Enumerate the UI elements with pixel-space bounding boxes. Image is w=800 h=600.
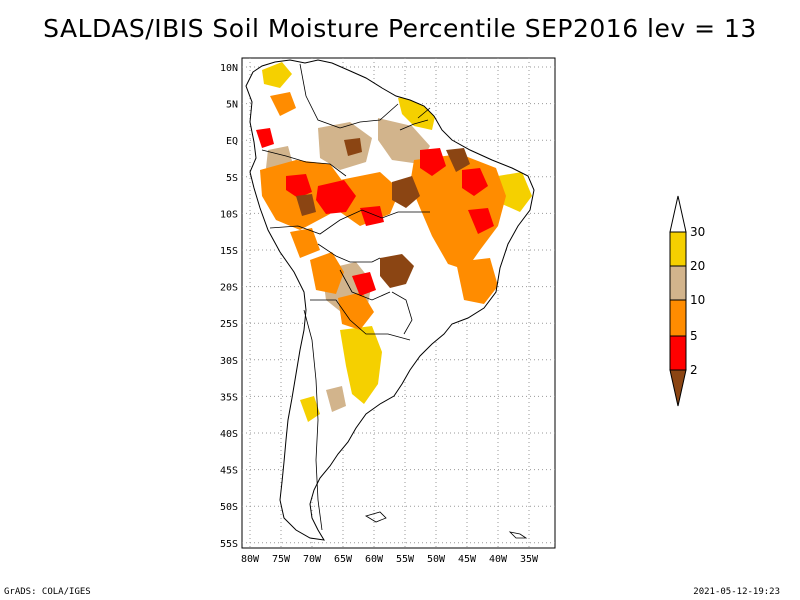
map-title: SALDAS/IBIS Soil Moisture Percentile SEP… <box>43 14 757 43</box>
legend-swatch-above-30 <box>669 195 687 233</box>
lat-tick-label: 5S <box>226 173 238 184</box>
legend-swatch-2-5 <box>669 335 687 371</box>
legend-swatch-10-20 <box>669 265 687 301</box>
legend-colorbar: 30 20 10 5 2 <box>669 195 705 407</box>
falkland-islands <box>365 511 387 523</box>
legend-label: 5 <box>690 329 698 343</box>
lon-tick-label: 50W <box>427 554 446 565</box>
lat-tick-label: 25S <box>220 319 238 330</box>
lat-tick-label: 10N <box>220 63 238 74</box>
lat-tick-label: 10S <box>220 209 238 220</box>
footer-timestamp: 2021-05-12-19:23 <box>693 587 780 597</box>
legend-labels: 30 20 10 5 2 <box>690 225 705 377</box>
legend-label: 10 <box>690 293 705 307</box>
legend-label: 30 <box>690 225 705 239</box>
lat-tick-label: EQ <box>226 136 238 147</box>
lat-tick-label: 35S <box>220 392 238 403</box>
country-borders <box>261 63 431 531</box>
latitude-labels: 10N 5N EQ 5S 10S 15S 20S 25S 30S 35S 40S 45S 50S 55S <box>220 63 238 550</box>
legend-swatch-5-10 <box>669 299 687 337</box>
lon-tick-label: 70W <box>303 554 322 565</box>
lat-tick-label: 5N <box>226 100 238 111</box>
lat-tick-label: 55S <box>220 539 238 550</box>
lon-tick-label: 60W <box>365 554 384 565</box>
lat-tick-label: 45S <box>220 466 238 477</box>
lon-tick-label: 55W <box>396 554 415 565</box>
longitude-labels: 80W 75W 70W 65W 60W 55W 50W 45W 40W 35W <box>241 554 539 565</box>
south-georgia-island <box>508 531 528 539</box>
lon-tick-label: 65W <box>334 554 353 565</box>
coastline <box>245 59 535 541</box>
lat-tick-label: 50S <box>220 502 238 513</box>
lon-tick-label: 35W <box>520 554 539 565</box>
lon-tick-label: 40W <box>489 554 508 565</box>
legend-swatch-below-2 <box>669 369 687 407</box>
shade-below-2 <box>296 138 470 288</box>
lat-tick-label: 30S <box>220 356 238 367</box>
shade-2-5 <box>256 128 494 296</box>
legend-label: 2 <box>690 363 698 377</box>
legend-swatch-20-30 <box>669 231 687 267</box>
lon-tick-label: 75W <box>272 554 291 565</box>
lon-tick-label: 80W <box>241 554 260 565</box>
footer-credit: GrADS: COLA/IGES <box>4 587 91 597</box>
legend-label: 20 <box>690 259 705 273</box>
lat-tick-label: 15S <box>220 246 238 257</box>
lon-tick-label: 45W <box>458 554 477 565</box>
lat-tick-label: 40S <box>220 429 238 440</box>
lat-tick-label: 20S <box>220 283 238 294</box>
percentile-shading <box>256 62 532 422</box>
